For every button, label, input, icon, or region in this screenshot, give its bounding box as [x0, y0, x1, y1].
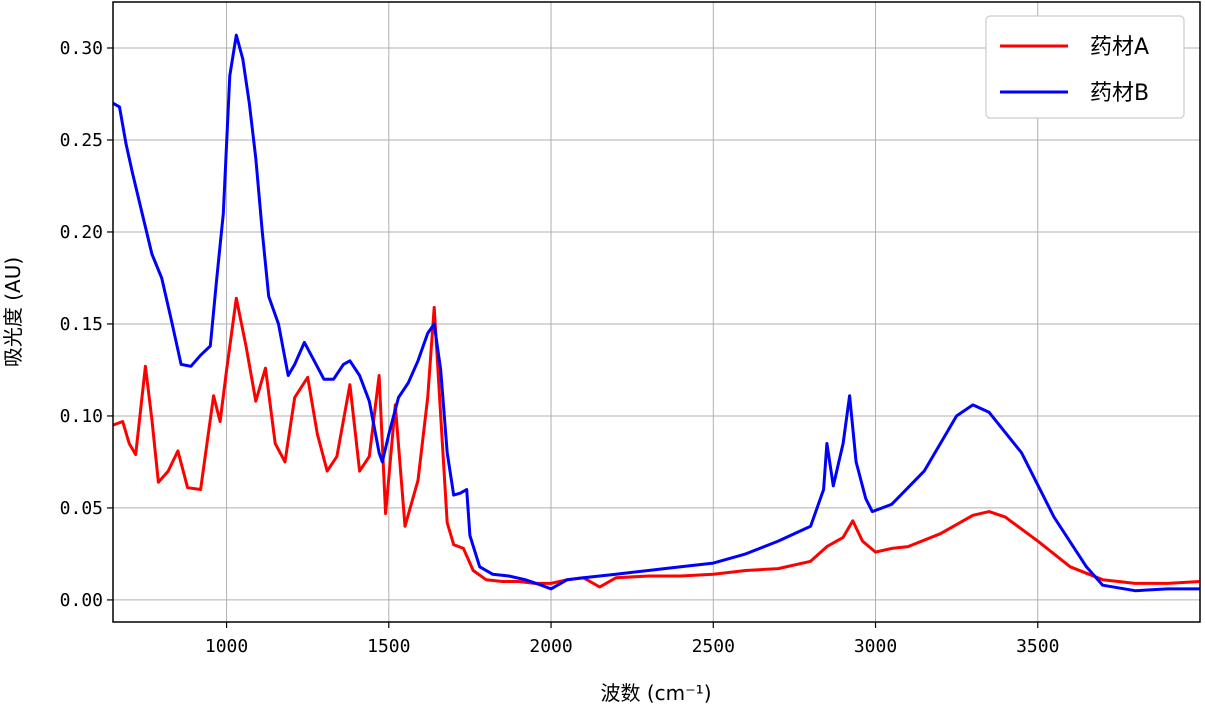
legend: 药材A 药材B — [985, 15, 1185, 119]
x-tick-label: 1500 — [367, 636, 410, 657]
y-tick-label: 0.05 — [60, 498, 103, 519]
x-tick-label: 2000 — [529, 636, 572, 657]
y-tick-label: 0.10 — [60, 406, 103, 427]
y-tick-label: 0.25 — [60, 130, 103, 151]
x-tick-label: 3000 — [854, 636, 897, 657]
series-group — [112, 33, 1201, 593]
y-tick-label: 0.15 — [60, 314, 103, 335]
y-tick-label: 0.00 — [60, 590, 103, 611]
y-tick-label: 0.30 — [60, 38, 103, 59]
series-line-a — [112, 296, 1201, 589]
x-tick-label: 3500 — [1016, 636, 1059, 657]
legend-box — [985, 15, 1185, 119]
legend-label-b: 药材B — [1090, 81, 1149, 106]
y-axis-ticks: 0.00 0.05 0.10 0.15 0.20 0.25 0.30 — [60, 38, 113, 611]
x-tick-label: 1000 — [205, 636, 248, 657]
x-axis-label: 波数 (cm⁻¹) — [600, 681, 711, 705]
series-line-b — [112, 33, 1200, 593]
x-tick-label: 2500 — [692, 636, 735, 657]
plot-frame — [112, 1, 1201, 623]
legend-label-a: 药材A — [1090, 35, 1149, 60]
y-axis-label: 吸光度 (AU) — [1, 257, 25, 367]
x-axis-ticks: 1000 1500 2000 2500 3000 3500 — [205, 622, 1059, 657]
y-tick-label: 0.20 — [60, 222, 103, 243]
